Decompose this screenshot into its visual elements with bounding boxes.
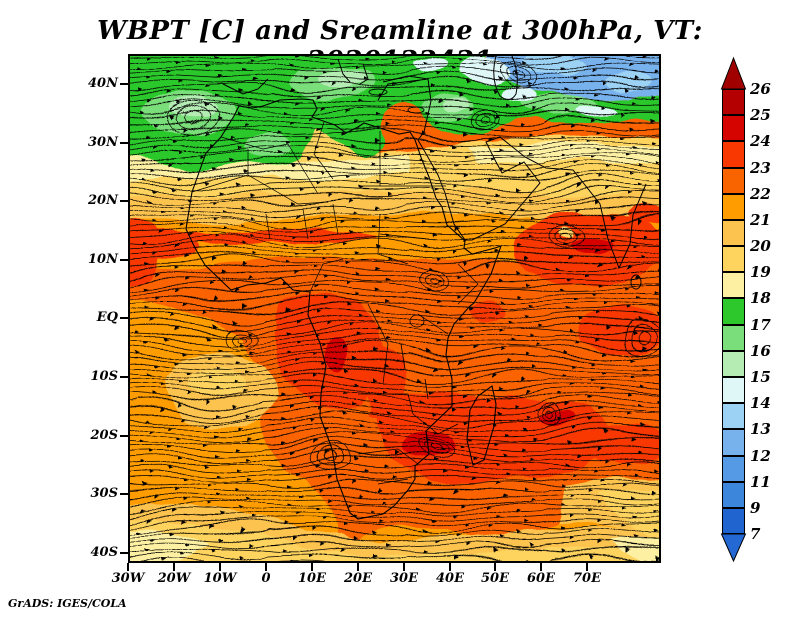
y-tick — [120, 376, 128, 378]
colorbar-segment — [722, 246, 745, 272]
colorbar-label: 9 — [750, 499, 761, 517]
x-axis-label: 10W — [203, 571, 237, 586]
x-axis-label: 70E — [573, 571, 601, 586]
colorbar-segment — [722, 351, 745, 377]
colorbar-segment — [722, 272, 745, 298]
x-tick — [449, 563, 451, 571]
x-tick — [357, 563, 359, 571]
country-borders — [191, 121, 479, 485]
y-axis-label: 10N — [88, 252, 118, 267]
colorbar-label: 13 — [750, 420, 771, 438]
y-axis-label: 40S — [90, 545, 118, 560]
africa-coastline — [185, 98, 502, 520]
colorbar-segment — [722, 298, 745, 325]
colorbar-label: 12 — [750, 447, 771, 465]
x-tick — [540, 563, 542, 571]
y-axis-label: 40N — [88, 76, 118, 91]
y-tick — [120, 200, 128, 202]
x-axis-label: 10E — [298, 571, 326, 586]
colorbar-segment — [722, 403, 745, 429]
colorbar-label: 25 — [750, 106, 771, 124]
x-tick — [586, 563, 588, 571]
x-axis-label: 50E — [481, 571, 509, 586]
madagascar-coastline — [466, 385, 497, 466]
y-axis-label: 20S — [90, 428, 118, 443]
colorbar-segment — [722, 168, 745, 194]
y-axis-label: 20N — [88, 193, 118, 208]
colorbar-segment — [722, 482, 745, 508]
colorbar-segment — [722, 456, 745, 482]
colorbar-label: 17 — [750, 316, 771, 334]
x-axis-label: 20W — [157, 571, 191, 586]
colorbar-label: 23 — [750, 159, 771, 177]
map-frame — [128, 54, 661, 563]
colorbar-label: 26 — [750, 80, 771, 98]
x-axis-label: 30E — [390, 571, 418, 586]
y-tick — [120, 317, 128, 319]
colorbar-label: 18 — [750, 289, 771, 307]
colorbar-label: 21 — [750, 211, 771, 229]
colorbar-segment — [722, 377, 745, 403]
x-tick — [403, 563, 405, 571]
colorbar-label: 14 — [750, 394, 771, 412]
x-axis-label: 40E — [436, 571, 464, 586]
caspian-sea-outline — [493, 55, 518, 100]
y-tick — [120, 259, 128, 261]
arabia-asia-coastline — [465, 136, 647, 270]
colorbar-segment — [722, 141, 745, 168]
x-axis-label: 0 — [261, 571, 271, 586]
colorbar-segment — [722, 220, 745, 246]
x-tick — [311, 563, 313, 571]
map-plot — [128, 54, 661, 563]
colorbar-arrow-below-min — [720, 533, 747, 563]
colorbar-label: 11 — [750, 473, 771, 491]
y-axis-label: 30S — [90, 486, 118, 501]
x-tick — [219, 563, 221, 571]
colorbar-label: 7 — [750, 525, 761, 543]
colorbar-label: 20 — [750, 237, 771, 255]
x-tick — [494, 563, 496, 571]
colorbar-label: 19 — [750, 263, 771, 281]
y-axis-label: 30N — [88, 135, 118, 150]
colorbar-segment — [722, 115, 745, 141]
colorbar-segment — [722, 429, 745, 456]
colorbar-arrow-above-max — [720, 56, 747, 90]
x-axis-label: 20E — [344, 571, 372, 586]
y-tick — [120, 83, 128, 85]
map-outlines — [185, 55, 647, 520]
colorbar-label: 16 — [750, 342, 771, 360]
colorbar-segment — [722, 325, 745, 351]
colorbar-segment — [722, 508, 745, 534]
y-tick — [120, 142, 128, 144]
y-axis-label: 10S — [90, 369, 118, 384]
colorbar-segment — [722, 89, 745, 115]
red-sea-east-coast — [417, 100, 466, 241]
y-tick — [120, 435, 128, 437]
colorbar-label: 22 — [750, 185, 771, 203]
x-tick — [173, 563, 175, 571]
colorbar-label: 15 — [750, 368, 771, 386]
grads-attribution: GrADS: IGES/COLA — [8, 597, 127, 610]
lakes — [400, 314, 429, 400]
crete-outline — [368, 88, 388, 96]
x-tick — [265, 563, 267, 571]
y-tick — [120, 493, 128, 495]
colorbar-label: 24 — [750, 132, 771, 150]
sri-lanka-outline — [630, 274, 642, 290]
x-tick — [127, 563, 129, 571]
x-axis-label: 60E — [527, 571, 555, 586]
colorbar-segment — [722, 194, 745, 220]
y-tick — [120, 552, 128, 554]
x-axis-label: 30W — [111, 571, 145, 586]
streamlines-texture — [128, 54, 661, 563]
mediterranean-north-coasts — [222, 58, 432, 102]
cyprus-outline — [407, 106, 425, 114]
y-axis-label: EQ — [96, 310, 118, 325]
